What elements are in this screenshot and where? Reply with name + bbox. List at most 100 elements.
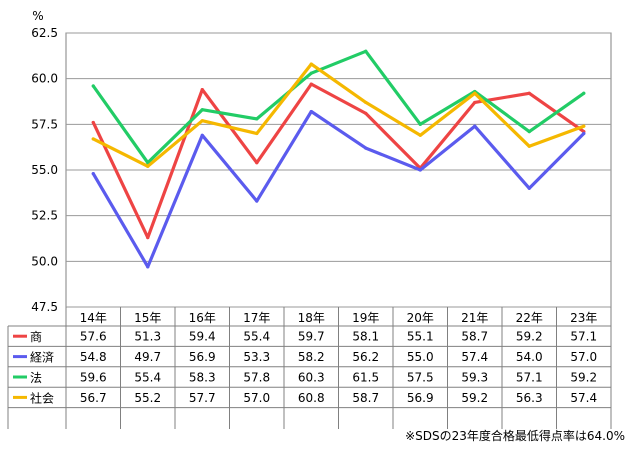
table-cell: 58.1 (352, 330, 379, 344)
data-point (527, 186, 531, 190)
x-tick-label: 14年 (80, 311, 107, 325)
data-point (200, 119, 204, 123)
table-cell: 56.7 (80, 391, 107, 405)
series-line-0 (91, 82, 586, 240)
data-point (200, 88, 204, 92)
table-cell: 51.3 (134, 330, 161, 344)
table-cell: 56.2 (352, 350, 379, 364)
table-cell: 60.8 (298, 391, 325, 405)
table-cell: 56.3 (516, 391, 543, 405)
series-line-2 (91, 49, 586, 165)
series-line-1 (91, 109, 586, 269)
y-tick-label: 50.0 (31, 254, 58, 268)
table-cell: 61.5 (352, 371, 379, 385)
data-point (146, 161, 150, 165)
table-cell: 54.8 (80, 350, 107, 364)
data-point (582, 131, 586, 136)
data-point (309, 62, 313, 66)
x-tick-label: 22年 (516, 311, 543, 325)
data-point (527, 130, 531, 134)
data-point (91, 137, 95, 141)
data-point (309, 109, 313, 114)
table-cell: 57.1 (516, 371, 543, 385)
x-tick-label: 20年 (407, 311, 434, 325)
table-cell: 57.4 (461, 350, 488, 364)
y-unit-label: % (32, 9, 43, 23)
table-cell: 49.7 (134, 350, 161, 364)
y-tick-label: 52.5 (31, 209, 58, 223)
table-cell: 57.7 (189, 391, 216, 405)
table-cell: 56.9 (189, 350, 216, 364)
data-point (473, 124, 477, 128)
table-cell: 60.3 (298, 371, 325, 385)
table-cell: 57.8 (243, 371, 270, 385)
data-point (91, 120, 95, 125)
table-cell: 59.6 (80, 371, 107, 385)
table-cell: 58.7 (461, 330, 488, 344)
table-cell: 57.0 (570, 350, 597, 364)
legend-label: 商 (30, 329, 42, 344)
table-cell: 59.3 (461, 371, 488, 385)
table-cell: 58.2 (298, 350, 325, 364)
y-tick-label: 47.5 (31, 300, 58, 314)
table-cell: 57.1 (570, 330, 597, 344)
x-tick-label: 21年 (461, 311, 488, 325)
table-cell: 55.4 (134, 371, 161, 385)
y-tick-labels: 47.5 50.0 52.5 55.0 57.5 60.0 62.5 (31, 26, 58, 314)
data-point (255, 199, 259, 203)
table-cell: 55.1 (407, 330, 434, 344)
table-cell: 59.2 (516, 330, 543, 344)
table-cell: 58.3 (189, 371, 216, 385)
data-point (309, 82, 313, 86)
x-tick-label: 16年 (189, 311, 216, 325)
y-tick-label: 60.0 (31, 72, 58, 86)
data-point (473, 91, 477, 95)
table-cell: 57.6 (80, 330, 107, 344)
data-point (418, 168, 422, 172)
x-tick-label: 17年 (243, 311, 270, 325)
table-cell: 57.0 (243, 391, 270, 405)
x-tick-label: 18年 (298, 311, 325, 325)
table-cell: 55.4 (243, 330, 270, 344)
table-cell: 58.7 (352, 391, 379, 405)
x-tick-label: 15年 (134, 311, 161, 325)
data-point (255, 161, 259, 165)
legend-label: 社会 (30, 390, 54, 405)
data-point (418, 122, 422, 126)
footnote: ※SDSの23年度合格最低得点率は64.0% (405, 428, 625, 443)
data-point (364, 146, 368, 150)
table-cell: 55.0 (407, 350, 434, 364)
table-cell: 56.9 (407, 391, 434, 405)
series-lines (91, 49, 586, 269)
y-tick-label: 62.5 (31, 26, 58, 40)
legend-label: 経済 (30, 350, 54, 365)
data-point (473, 100, 477, 105)
y-tick-label: 57.5 (31, 117, 58, 131)
series-line-3 (91, 62, 586, 168)
data-point (582, 124, 586, 128)
data-point (309, 71, 313, 75)
table-cell: 59.2 (461, 391, 488, 405)
data-point (146, 235, 150, 240)
data-point (91, 172, 95, 176)
x-tick-label: 23年 (570, 311, 597, 325)
x-tick-label: 19年 (352, 311, 379, 325)
data-point (582, 91, 586, 95)
data-point (146, 265, 150, 269)
data-point (146, 164, 150, 168)
table-cell: 59.4 (189, 330, 216, 344)
data-point (364, 100, 368, 105)
data-point (364, 49, 368, 53)
legend-label: 法 (30, 371, 42, 385)
y-tick-label: 55.0 (31, 163, 58, 177)
data-point (418, 133, 422, 137)
data-point (91, 84, 95, 88)
data-point (364, 111, 368, 115)
data-point (255, 117, 259, 121)
table-cell: 59.7 (298, 330, 325, 344)
table-cell: 54.0 (516, 350, 543, 364)
table-cell: 57.5 (407, 371, 434, 385)
table-cell: 57.4 (570, 391, 597, 405)
